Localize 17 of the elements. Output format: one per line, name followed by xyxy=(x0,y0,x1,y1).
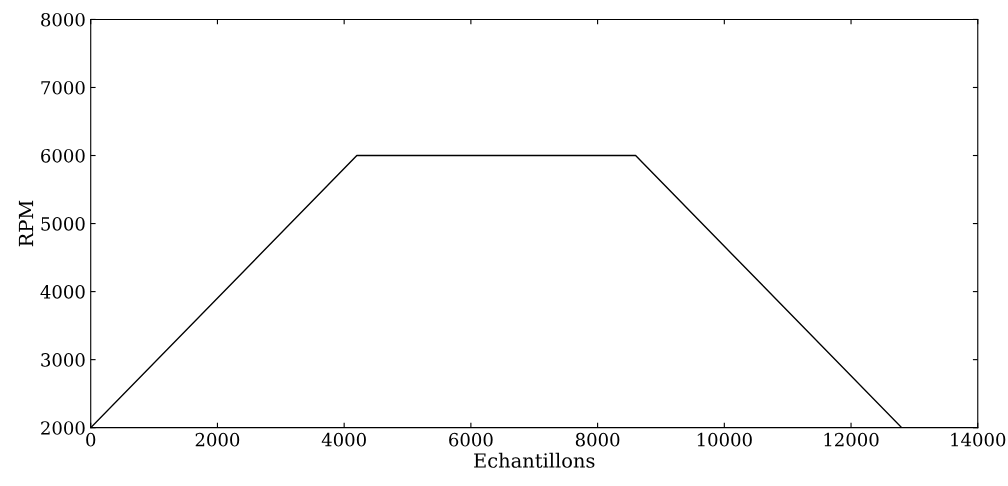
y-tick-label: 7000 xyxy=(41,80,85,95)
x-tick-label: 6000 xyxy=(449,432,493,447)
y-axis-title: RPM xyxy=(18,200,34,247)
x-tick-label: 2000 xyxy=(195,432,240,447)
y-tick-label: 4000 xyxy=(40,285,85,299)
x-tick-label: 10000 xyxy=(697,432,752,447)
x-tick-label: 8000 xyxy=(575,432,620,447)
x-tick-label: 12000 xyxy=(824,432,879,447)
y-tick-label: 8000 xyxy=(41,12,85,27)
x-tick-label: 0 xyxy=(86,432,96,447)
x-tick-label: 4000 xyxy=(321,432,366,447)
y-tick-label: 5000 xyxy=(41,217,85,231)
y-tick-label: 2000 xyxy=(41,421,85,435)
y-tick-label: 3000 xyxy=(41,353,85,367)
x-axis-title: Echantillons xyxy=(474,452,595,468)
y-tick-label: 6000 xyxy=(41,148,85,163)
x-tick-label: 14000 xyxy=(951,432,1006,447)
